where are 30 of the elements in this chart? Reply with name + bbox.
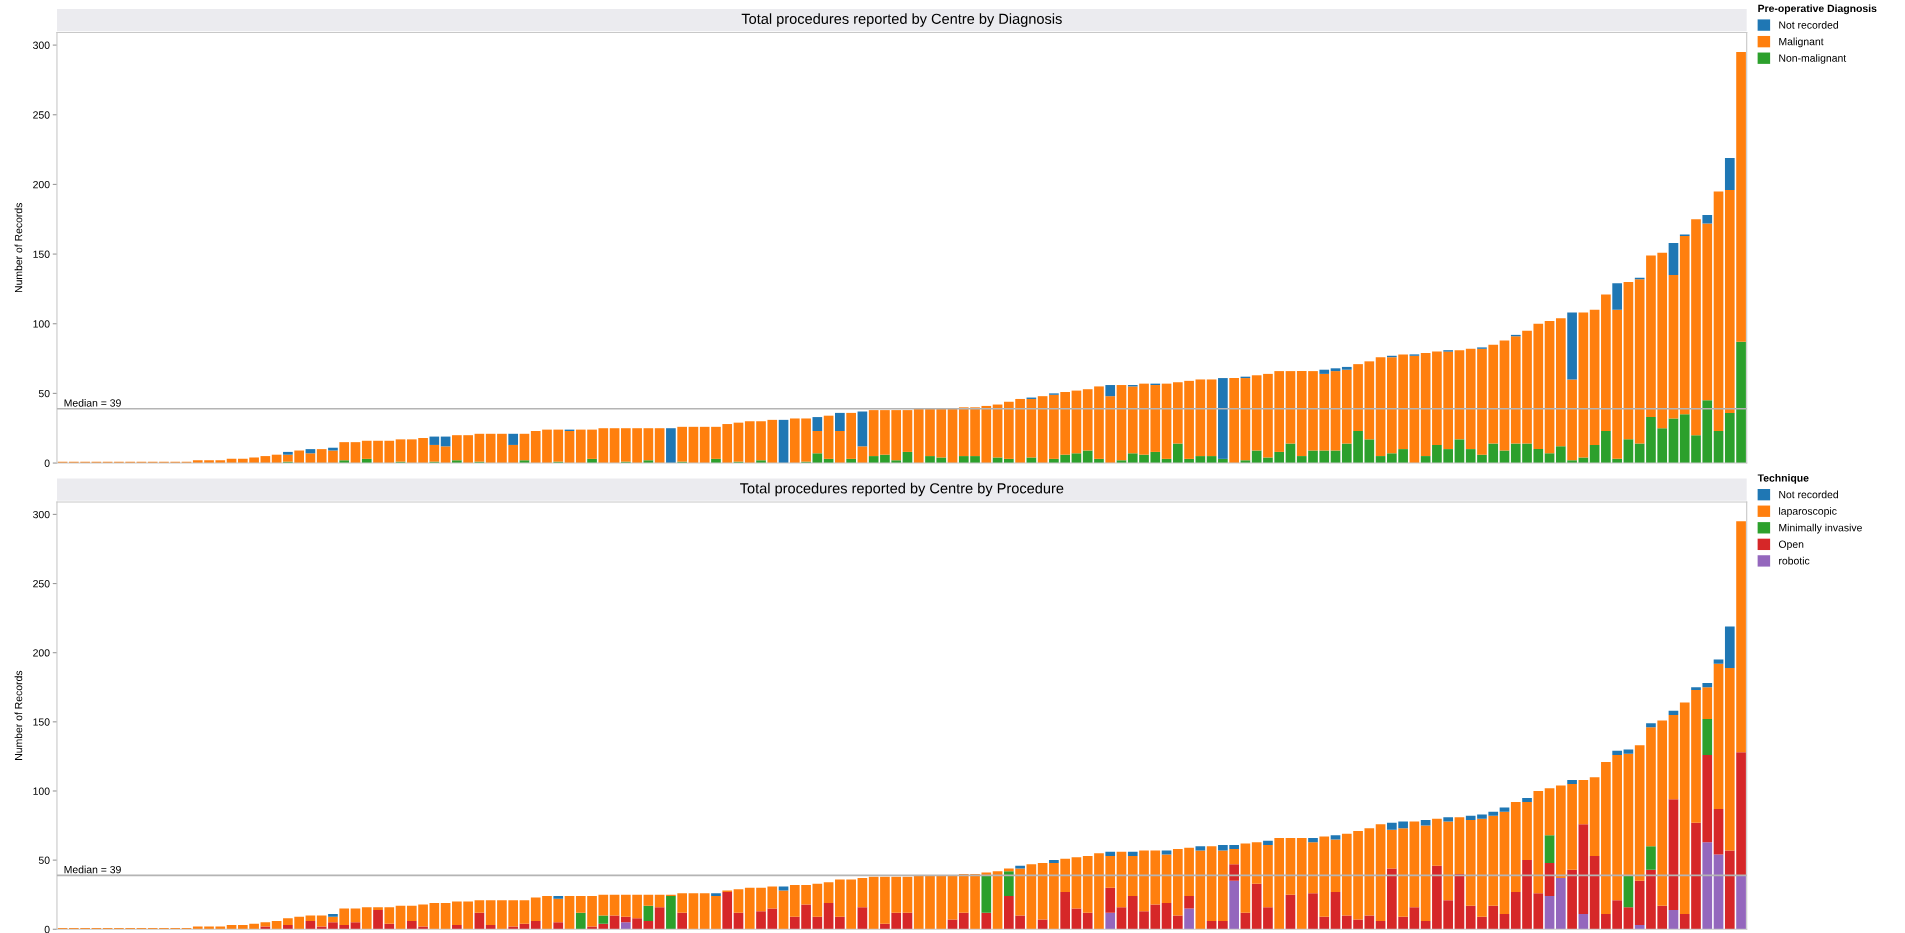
ref-line-label: Median = 39 bbox=[64, 399, 121, 407]
y-tick-label: 50 bbox=[38, 389, 50, 398]
ref-line-label: Median = 39 bbox=[64, 865, 121, 874]
y-axis-title: Number of Records bbox=[14, 203, 23, 293]
y-tick-label: 200 bbox=[33, 649, 50, 657]
chart-title: Total procedures reported by Centre by Procedure bbox=[740, 482, 1064, 497]
y-tick-label: 0 bbox=[44, 459, 50, 467]
legend-label: Malignant bbox=[1779, 37, 1824, 48]
y-tick-label: 150 bbox=[33, 718, 50, 726]
y-tick-label: 300 bbox=[33, 41, 50, 49]
y-tick-label: 250 bbox=[33, 580, 50, 588]
legend-label: Not recorded bbox=[1779, 21, 1838, 29]
legend-label: Non-malignant bbox=[1779, 54, 1847, 64]
legend-label: laparoscopic bbox=[1779, 507, 1837, 517]
y-tick-label: 50 bbox=[38, 856, 50, 864]
y-tick-label: 250 bbox=[33, 111, 50, 119]
legend-title: Technique bbox=[1757, 474, 1809, 484]
y-tick-label: 150 bbox=[33, 250, 50, 258]
legend-label: robotic bbox=[1779, 556, 1810, 565]
y-tick-label: 100 bbox=[33, 787, 50, 795]
chart-title: Total procedures reported by Centre by Diagnosis bbox=[741, 13, 1062, 27]
y-tick-label: 100 bbox=[33, 320, 50, 328]
y-tick-label: 200 bbox=[33, 180, 50, 189]
legend-label: Minimally invasive bbox=[1779, 523, 1862, 534]
y-axis-title: Number of Records bbox=[14, 670, 23, 760]
legend-label: Open bbox=[1778, 540, 1804, 551]
legend-title: Pre-operative Diagnosis bbox=[1758, 4, 1877, 15]
y-tick-label: 300 bbox=[33, 510, 50, 519]
y-tick-label: 0 bbox=[44, 925, 50, 933]
legend-label: Not recorded bbox=[1779, 490, 1838, 499]
